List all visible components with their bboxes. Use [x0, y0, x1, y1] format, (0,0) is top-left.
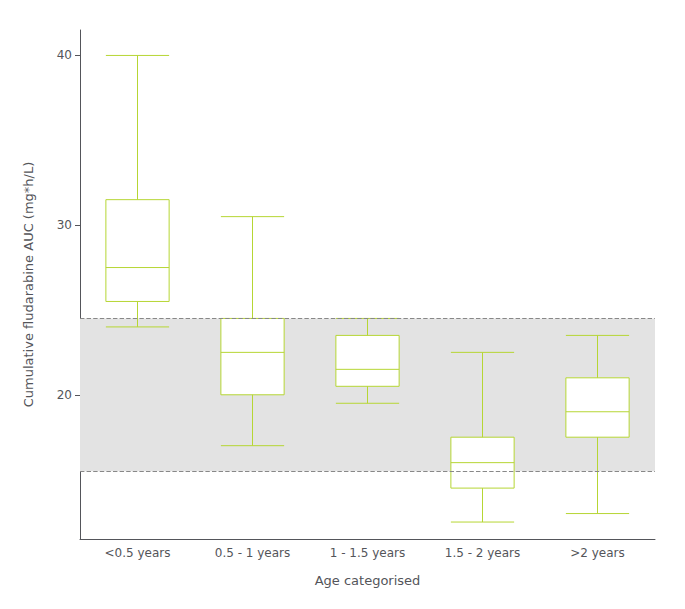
svg-text:30: 30 — [57, 218, 72, 232]
svg-text:0.5 - 1 years: 0.5 - 1 years — [215, 546, 291, 560]
svg-text:>2 years: >2 years — [570, 546, 625, 560]
svg-text:<0.5 years: <0.5 years — [105, 546, 171, 560]
svg-text:Cumulative fludarabine AUC (mg: Cumulative fludarabine AUC (mg*h/L) — [21, 162, 36, 408]
svg-text:40: 40 — [57, 48, 72, 62]
svg-text:1.5 - 2 years: 1.5 - 2 years — [445, 546, 521, 560]
svg-text:1 - 1.5 years: 1 - 1.5 years — [330, 546, 406, 560]
svg-text:20: 20 — [57, 388, 72, 402]
svg-text:Age categorised: Age categorised — [315, 573, 421, 588]
